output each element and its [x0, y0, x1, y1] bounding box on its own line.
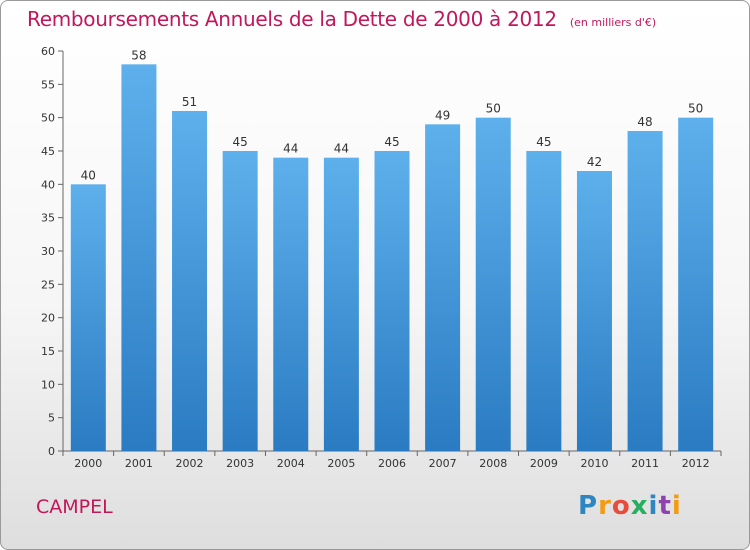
- x-tick-label: 2009: [530, 457, 558, 470]
- data-label: 45: [233, 135, 248, 149]
- chart-title: Remboursements Annuels de la Dette de 20…: [27, 7, 656, 31]
- y-tick-label: 10: [41, 378, 55, 391]
- data-label: 40: [81, 168, 96, 182]
- bar: [678, 117, 714, 452]
- data-label: 50: [486, 102, 501, 116]
- axes: 0 5 10 15 20 25 30 35 40 45 50 55 60 2000 2001 2002 2003…: [41, 45, 722, 470]
- y-tick-label: 5: [48, 412, 55, 425]
- bar: [374, 151, 410, 451]
- data-label: 58: [131, 48, 146, 62]
- bars: 40 58 51 45 44 44 45 49 50 45 42 48 50: [70, 48, 714, 452]
- bar: [627, 131, 663, 451]
- bar: [475, 117, 511, 452]
- data-label: 45: [536, 135, 551, 149]
- data-label: 50: [688, 102, 703, 116]
- y-tick-label: 60: [41, 45, 55, 58]
- y-tick-label: 20: [41, 312, 55, 325]
- data-label: 44: [283, 142, 298, 156]
- x-tick-label: 2004: [277, 457, 305, 470]
- bar: [323, 157, 359, 451]
- data-label: 45: [384, 135, 399, 149]
- y-tick-label: 0: [48, 445, 55, 458]
- x-tick-label: 2006: [378, 457, 406, 470]
- title-main: Remboursements Annuels de la Dette de 20…: [27, 7, 557, 31]
- bar: [172, 111, 208, 451]
- bar: [222, 151, 258, 451]
- bar: [121, 64, 157, 452]
- bar: [425, 124, 461, 451]
- x-tick-label: 2007: [429, 457, 457, 470]
- x-tick-label: 2008: [479, 457, 507, 470]
- y-tick-label: 30: [41, 245, 55, 258]
- x-tick-label: 2000: [74, 457, 102, 470]
- y-tick-label: 55: [41, 78, 55, 91]
- x-tick-label: 2011: [631, 457, 659, 470]
- y-tick-label: 50: [41, 112, 55, 125]
- x-tick-label: 2001: [125, 457, 153, 470]
- data-label: 49: [435, 108, 450, 122]
- y-tick-label: 45: [41, 145, 55, 158]
- y-tick-label: 15: [41, 345, 55, 358]
- x-tick-label: 2005: [327, 457, 355, 470]
- bar: [576, 171, 612, 451]
- bar: [526, 151, 562, 451]
- x-tick-label: 2012: [682, 457, 710, 470]
- y-tick-label: 25: [41, 278, 55, 291]
- x-tick-label: 2002: [176, 457, 204, 470]
- y-tick-label: 35: [41, 212, 55, 225]
- data-label: 51: [182, 95, 197, 109]
- y-tick-label: 40: [41, 178, 55, 191]
- bar: [273, 157, 309, 451]
- x-tick-label: 2003: [226, 457, 254, 470]
- commune-name: CAMPEL: [36, 496, 113, 518]
- data-label: 48: [637, 115, 652, 129]
- proxiti-logo: Proxiti: [578, 491, 682, 521]
- x-tick-label: 2010: [580, 457, 608, 470]
- data-label: 44: [334, 142, 349, 156]
- title-unit: (en milliers d'€): [569, 16, 657, 29]
- data-label: 42: [587, 155, 602, 169]
- bar: [70, 184, 106, 452]
